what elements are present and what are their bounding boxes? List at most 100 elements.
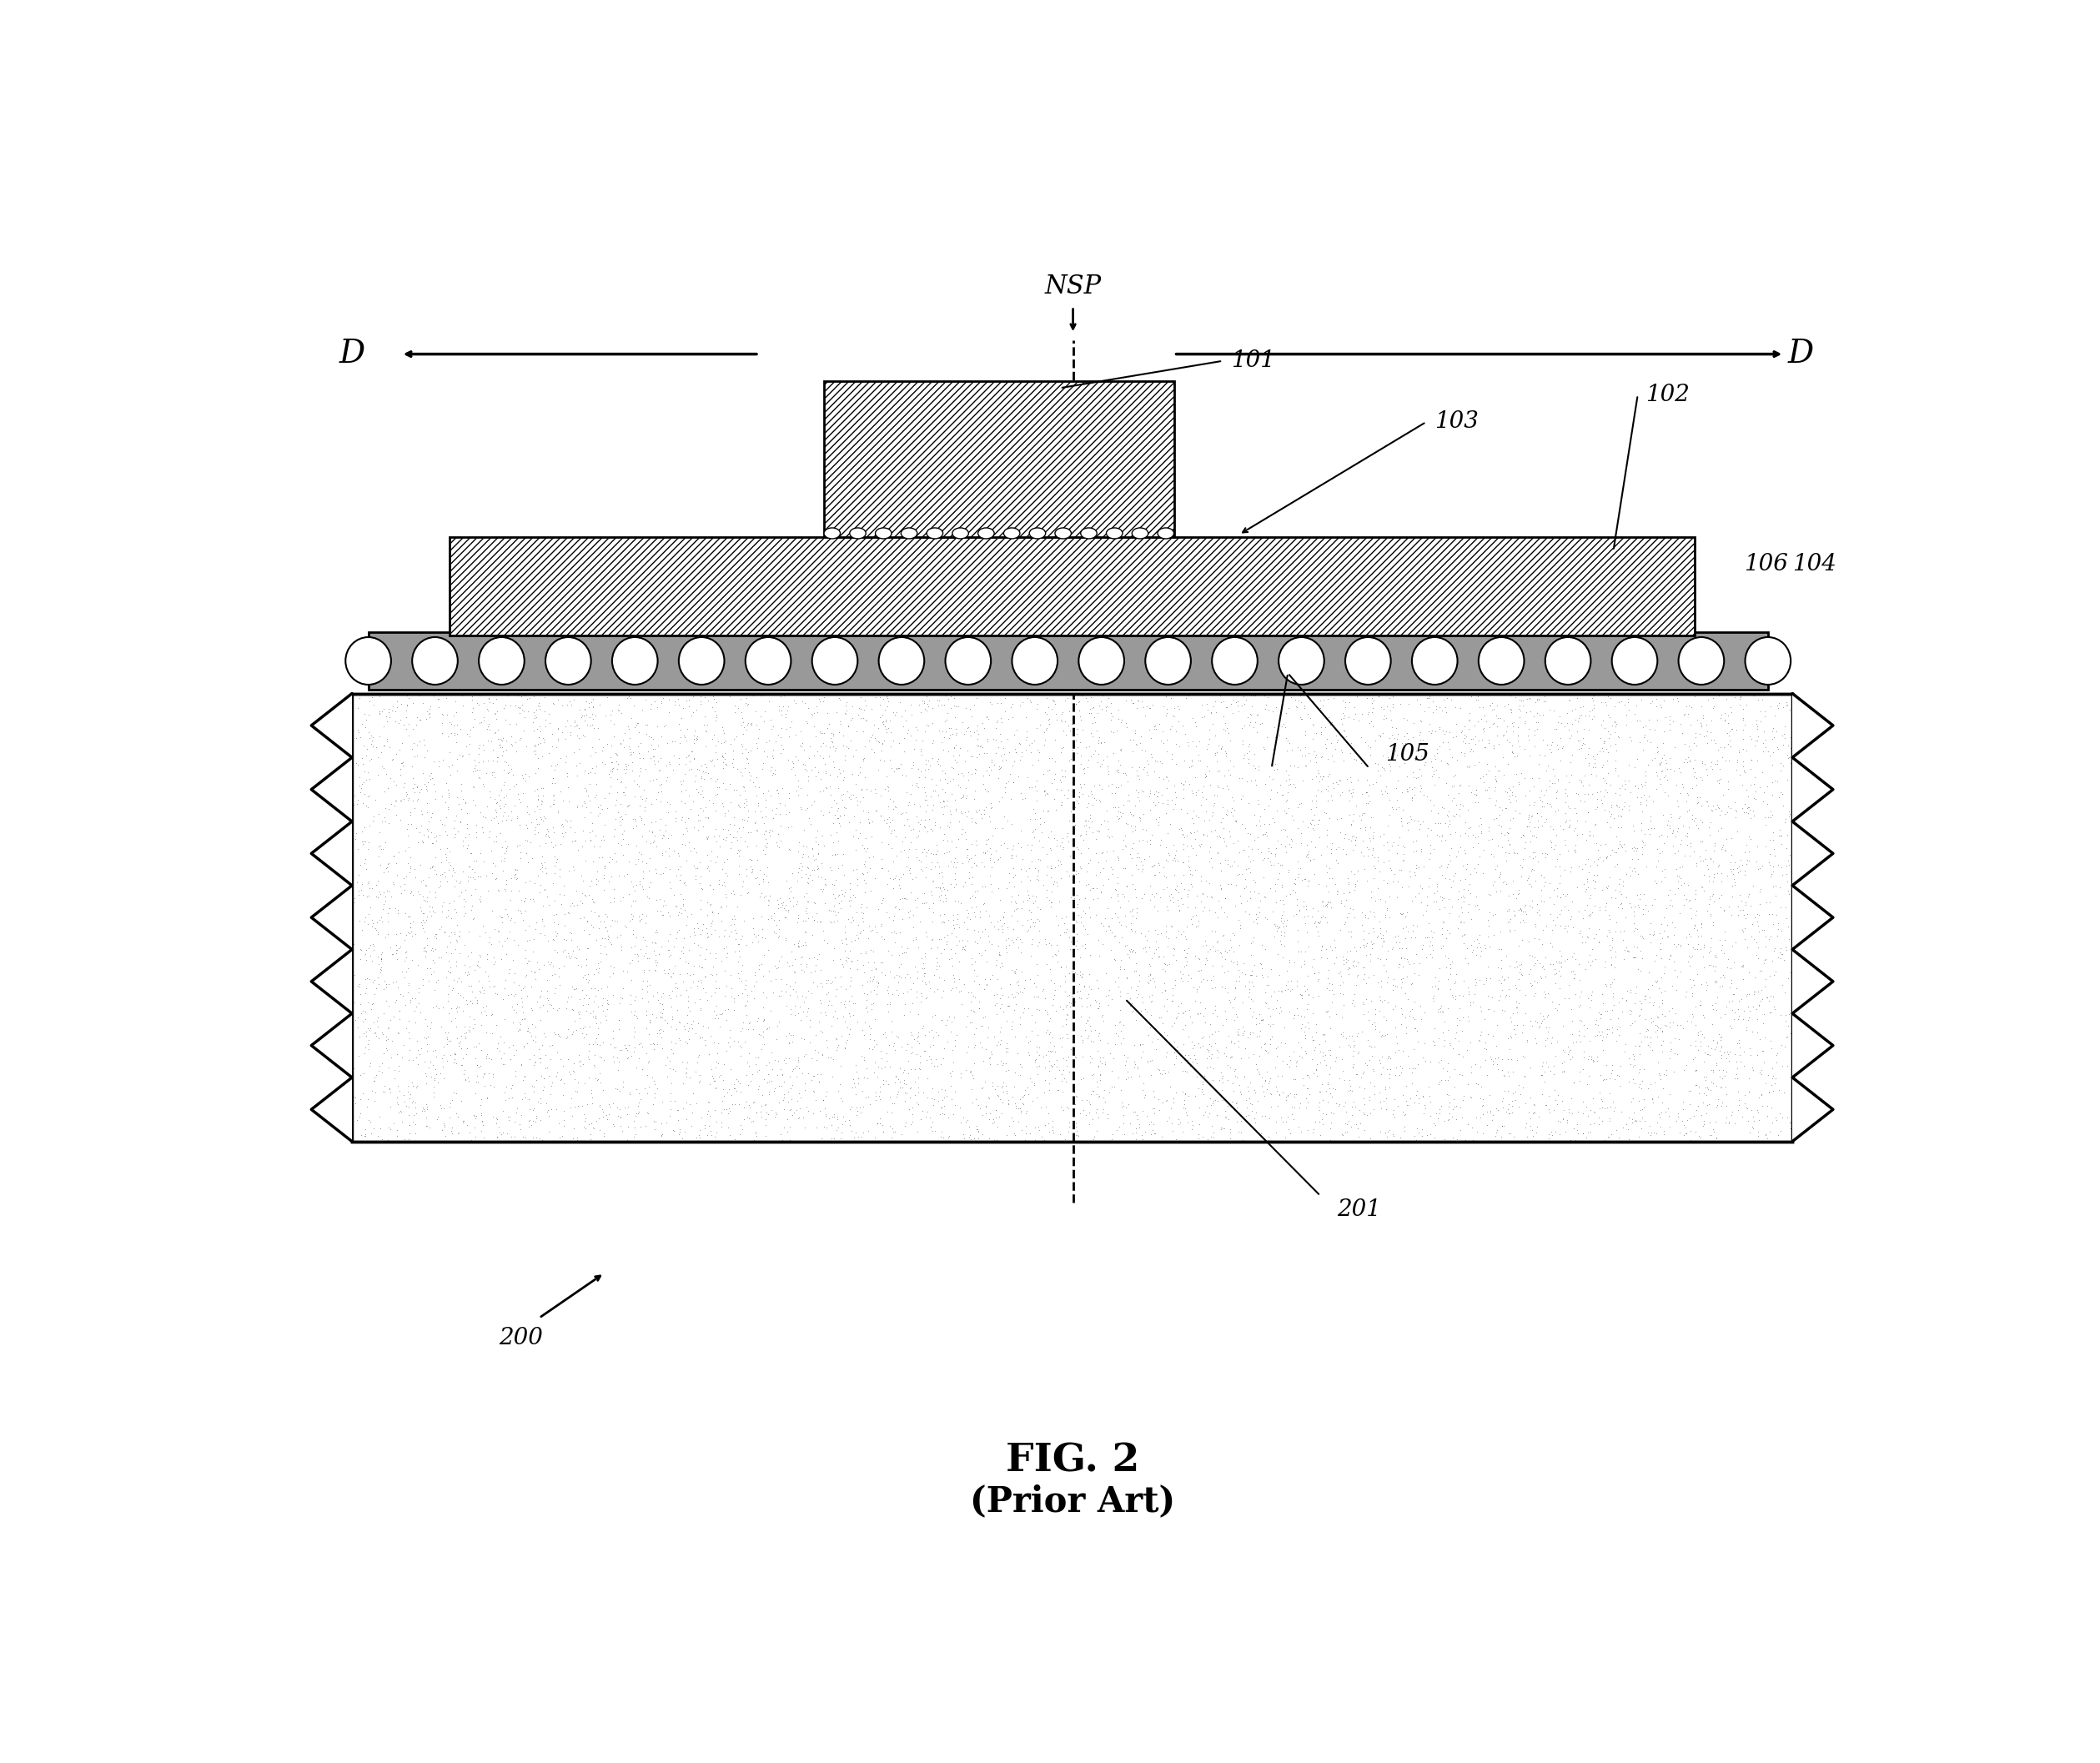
Point [1438,800,1472,829]
Point [500,857,533,885]
Point [966,739,1000,767]
Point [1166,1015,1199,1044]
Point [1111,963,1144,991]
Point [586,795,619,823]
Point [796,702,830,730]
Point [1407,681,1441,709]
Point [1128,933,1161,961]
Point [1373,1074,1407,1102]
Point [1703,894,1737,922]
Point [1720,1054,1753,1082]
Point [932,797,966,825]
Point [1149,919,1182,947]
Point [1567,1023,1600,1051]
Point [1613,1125,1646,1153]
Point [1247,733,1281,762]
Point [1144,825,1178,853]
Point [1346,1060,1380,1088]
Point [519,732,552,760]
Point [1203,681,1237,709]
Point [928,1100,962,1128]
Point [367,1072,401,1100]
Point [857,989,890,1017]
Point [435,710,468,739]
Point [727,793,760,822]
Point [338,1005,372,1033]
Point [752,1077,785,1105]
Point [590,994,624,1023]
Point [1115,917,1149,945]
Point [1331,899,1365,927]
Point [399,1098,433,1127]
Point [685,1104,718,1132]
Point [897,970,930,998]
Point [1457,980,1491,1008]
Point [1102,1008,1136,1037]
Point [987,903,1021,931]
Point [1399,827,1432,855]
Point [1132,963,1166,991]
Point [1088,728,1121,756]
Point [554,691,588,719]
Point [1602,1123,1636,1151]
Point [1142,1084,1176,1112]
Point [1296,952,1329,980]
Point [1648,1056,1682,1084]
Point [934,1072,968,1100]
Point [983,1102,1016,1130]
Point [1184,1024,1218,1053]
Point [1592,739,1625,767]
Point [958,903,991,931]
Point [842,700,876,728]
Point [1363,986,1396,1014]
Point [699,1040,733,1068]
Point [1172,996,1205,1024]
Point [1260,911,1294,940]
Point [1693,866,1726,894]
Point [437,710,470,739]
Point [689,945,722,973]
Point [1067,811,1100,839]
Point [1707,1000,1741,1028]
Point [573,1125,607,1153]
Point [1772,913,1806,941]
Point [1394,1058,1428,1086]
Point [1369,1075,1403,1104]
Point [1577,742,1611,770]
Point [1031,852,1065,880]
Point [1357,770,1390,799]
Point [1268,786,1302,815]
Point [823,1070,857,1098]
Point [1619,1105,1653,1134]
Point [1388,945,1422,973]
Point [1359,1000,1392,1028]
Point [974,756,1008,785]
Point [827,1003,861,1031]
Point [1186,1102,1220,1130]
Point [1021,1021,1054,1049]
Point [708,1082,741,1111]
Point [365,698,399,726]
Point [1098,793,1132,822]
Point [1153,881,1186,910]
Point [800,852,834,880]
Point [832,712,865,740]
Point [1701,749,1735,777]
Point [750,1015,783,1044]
Point [1464,1104,1497,1132]
Point [1520,686,1554,714]
Point [848,846,882,874]
Point [439,823,472,852]
Point [1474,1098,1508,1127]
Point [540,922,573,950]
Point [905,698,939,726]
Point [928,887,962,915]
Point [384,873,418,901]
Point [1210,800,1243,829]
Point [538,936,571,964]
Point [1000,1095,1033,1123]
Point [1205,1114,1239,1142]
Point [697,1028,731,1056]
Point [886,1058,920,1086]
Point [773,980,806,1008]
